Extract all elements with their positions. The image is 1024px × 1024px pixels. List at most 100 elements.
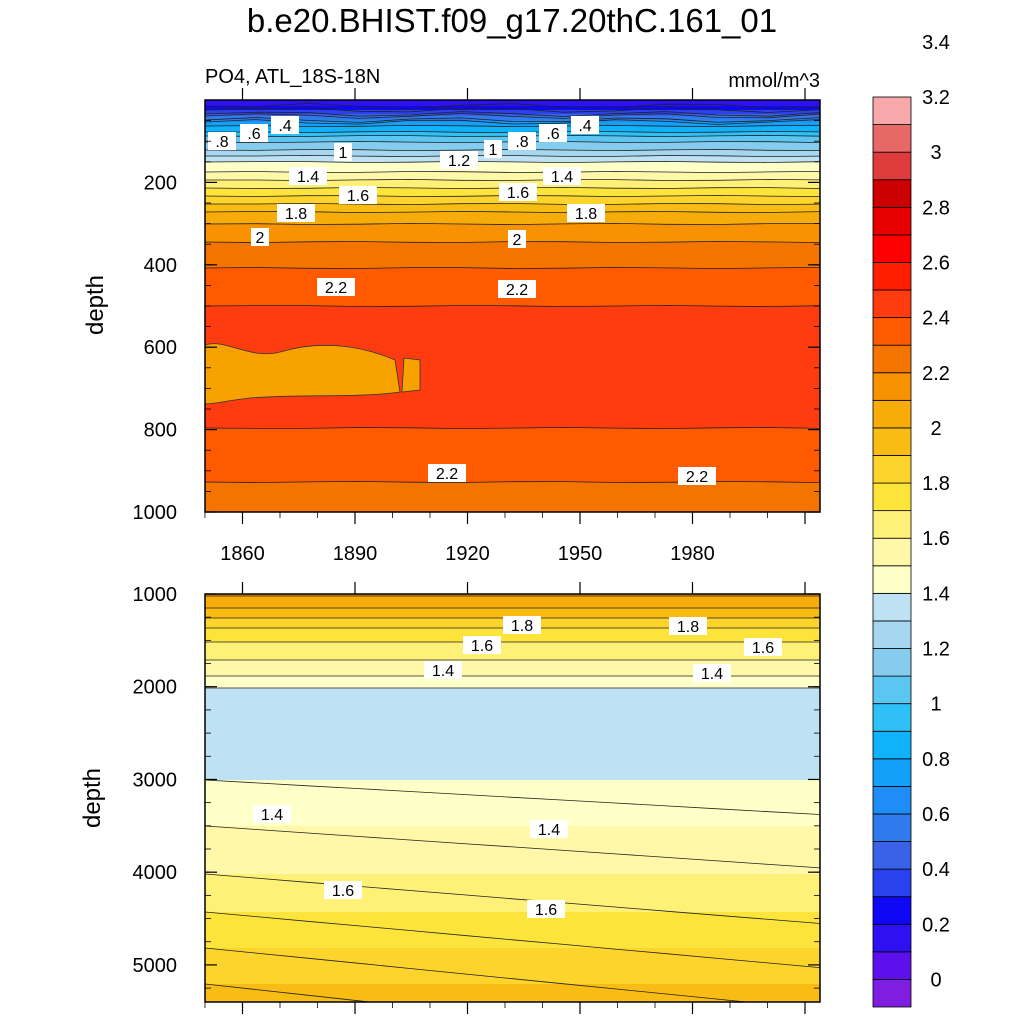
x-tick-label-0: 1860 [220, 543, 265, 565]
colorbar-label-2: 0.4 [922, 859, 950, 881]
svg-text:1.6: 1.6 [507, 185, 529, 202]
svg-text:2.2: 2.2 [325, 280, 347, 297]
contour-label-3: 1 [334, 143, 352, 162]
contour-label-4: 1.4 [289, 167, 327, 186]
contour-band-0 [205, 594, 820, 597]
x-tick-label-4: 1980 [670, 543, 715, 565]
contour-label-2: 1.6 [463, 636, 501, 655]
colorbar-swatch-5 [872, 841, 912, 870]
contour-band-25 [205, 482, 820, 512]
colorbar-swatch-23 [872, 344, 912, 374]
colorbar-label-13: 2.6 [922, 252, 950, 274]
contour-band-14 [205, 984, 820, 1002]
contour-band-2 [205, 608, 820, 619]
svg-text:1.8: 1.8 [575, 206, 597, 223]
contour-line-12 [205, 947, 751, 1002]
svg-text:.6: .6 [546, 126, 559, 143]
anomaly-patch-small [401, 357, 421, 393]
colorbar-label-0: 0 [930, 969, 941, 991]
svg-text:2: 2 [513, 232, 522, 249]
contour-label-19: 2.2 [428, 464, 466, 483]
contour-label-15: 1.4 [543, 167, 581, 186]
contour-band-12 [205, 912, 820, 949]
y-tick-label-1: 400 [144, 255, 177, 277]
lower-contour-fill [205, 594, 820, 1002]
left-subtitle: PO4, ATL_18S-18N [205, 66, 380, 88]
contour-label-1: 1.8 [669, 617, 707, 636]
colorbar-swatch-12 [872, 648, 912, 677]
svg-text:1.6: 1.6 [535, 902, 557, 919]
svg-text:.4: .4 [278, 118, 291, 135]
colorbar-label-12: 2.4 [922, 308, 950, 330]
colorbar-swatch-30 [872, 151, 912, 181]
colorbar-label-7: 1.4 [922, 583, 950, 605]
contour-line-2 [205, 111, 820, 117]
colorbar-swatch-21 [872, 399, 912, 429]
colorbar-swatch-11 [872, 675, 912, 705]
contour-label-6: 1.8 [277, 204, 315, 223]
anomaly-patch [205, 343, 401, 405]
contour-label-9: 1.2 [440, 151, 478, 170]
colorbar-swatch-9 [872, 730, 912, 760]
contour-band-9 [205, 780, 820, 827]
colorbar-swatch-15 [872, 565, 912, 594]
contour-label-20: 2.2 [678, 467, 716, 486]
right-subtitle: mmol/m^3 [728, 70, 820, 92]
contour-line-13 [205, 983, 374, 1002]
contour-line-10 [205, 873, 820, 924]
contour-band-1 [205, 596, 820, 609]
colorbar-label-16: 3.2 [922, 87, 950, 109]
colorbar-swatch-16 [872, 537, 912, 567]
contour-label-14: 1.6 [499, 183, 537, 202]
svg-text:1: 1 [339, 145, 348, 162]
lower-axes: 1000 2000 3000 4000 5000 [133, 582, 820, 1014]
colorbar-label-8: 1.6 [922, 528, 950, 550]
contour-band-11 [205, 874, 820, 913]
contour-label-7: 1.4 [530, 820, 568, 839]
svg-text:1: 1 [489, 142, 498, 159]
svg-text:1.4: 1.4 [297, 169, 319, 186]
colorbar-swatch-18 [872, 482, 912, 512]
contour-line-21 [205, 266, 820, 270]
contour-line-8 [205, 779, 820, 815]
svg-text:1.8: 1.8 [677, 619, 699, 636]
upper-contour-labels: .8.6.411.41.61.822.21.21.8.6.41.61.41.82… [208, 116, 716, 486]
contour-label-3: 1.6 [744, 638, 782, 657]
contour-band-12 [205, 156, 820, 163]
colorbar-swatch-14 [872, 592, 912, 622]
contour-label-6: 1.4 [253, 805, 291, 824]
contour-line-24 [205, 480, 820, 484]
svg-text:1.6: 1.6 [332, 883, 354, 900]
svg-text:.4: .4 [578, 118, 591, 135]
svg-text:1.6: 1.6 [752, 640, 774, 657]
colorbar-label-17: 3.4 [922, 32, 950, 54]
upper-panel: .8.6.411.41.61.822.21.21.8.6.41.61.41.82… [82, 88, 821, 565]
colorbar-swatch-8 [872, 758, 912, 787]
svg-text:1.4: 1.4 [261, 807, 283, 824]
colorbar-swatch-6 [872, 813, 912, 842]
lower-panel: 1.8 1.8 1.6 1.6 1.4 1.4 1.4 1.4 1.6 1.6 1000 2000 3… [79, 582, 821, 1014]
contour-band-13 [205, 948, 820, 985]
svg-text:2.2: 2.2 [436, 466, 458, 483]
svg-text:2.2: 2.2 [686, 469, 708, 486]
contour-label-18: 2.2 [498, 280, 536, 299]
colorbar-swatch-25 [872, 289, 912, 319]
colorbar-label-5: 1 [930, 694, 941, 716]
colorbar-swatch-10 [872, 703, 912, 732]
colorbar-swatch-22 [872, 372, 912, 401]
y-tick-label-2: 3000 [133, 769, 178, 791]
contour-line-17 [205, 202, 820, 206]
contour-label-0: .8 [208, 132, 236, 151]
svg-text:1.2: 1.2 [448, 153, 470, 170]
y-tick-label-0: 200 [144, 172, 177, 194]
contour-line-23 [205, 426, 820, 430]
colorbar-swatch-28 [872, 206, 912, 236]
colorbar-label-1: 0.2 [922, 914, 950, 936]
colorbar-swatch-26 [872, 262, 912, 291]
contour-line-3 [205, 113, 820, 119]
colorbar-swatch-13 [872, 620, 912, 649]
contour-line-4 [205, 117, 820, 123]
contour-line-11 [205, 911, 820, 968]
svg-text:1.8: 1.8 [285, 206, 307, 223]
lower-ylabel: depth [79, 768, 106, 828]
